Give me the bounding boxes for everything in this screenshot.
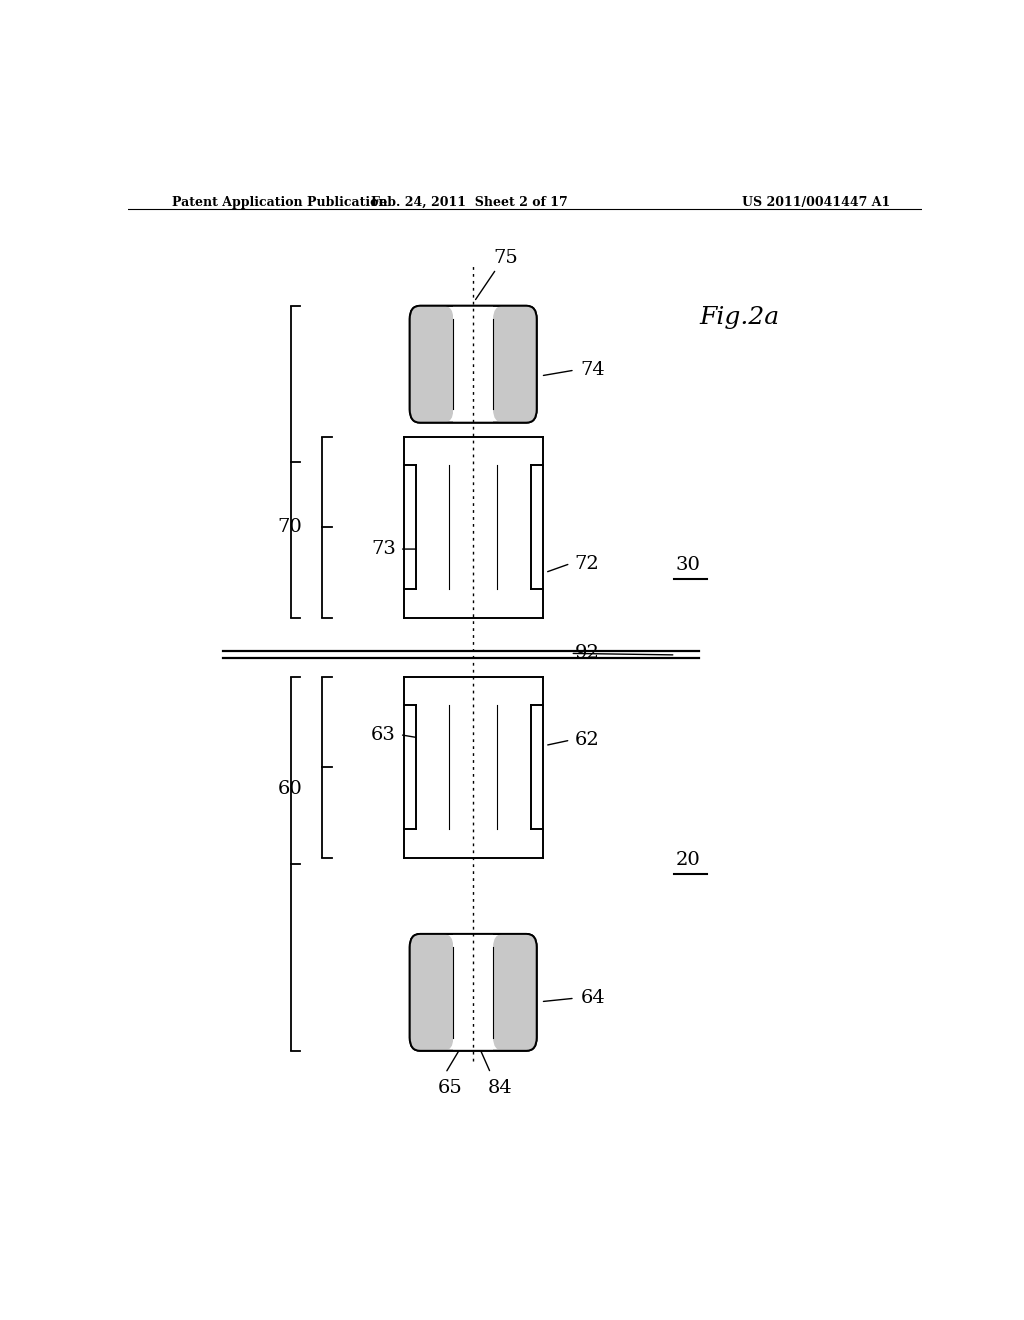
Text: 62: 62 [574, 731, 599, 748]
FancyBboxPatch shape [410, 306, 454, 422]
Bar [498, 705, 530, 829]
Text: 65: 65 [437, 1080, 462, 1097]
Bar [437, 677, 509, 705]
Text: 30: 30 [676, 556, 700, 574]
Bar [416, 466, 449, 589]
Bar [416, 705, 449, 829]
Text: 75: 75 [494, 249, 518, 267]
Bar [437, 829, 509, 858]
Bar [454, 306, 494, 422]
FancyBboxPatch shape [403, 677, 543, 705]
Bar [449, 705, 498, 829]
Text: 70: 70 [278, 519, 303, 536]
FancyBboxPatch shape [410, 935, 537, 1051]
Text: 84: 84 [487, 1080, 512, 1097]
FancyBboxPatch shape [403, 437, 543, 466]
FancyBboxPatch shape [403, 589, 543, 618]
Text: 63: 63 [371, 726, 396, 743]
Bar [437, 437, 509, 466]
FancyBboxPatch shape [494, 306, 537, 422]
Text: 92: 92 [574, 644, 599, 663]
Text: 64: 64 [581, 989, 605, 1007]
Text: 60: 60 [278, 780, 303, 797]
FancyBboxPatch shape [410, 935, 454, 1051]
Text: 73: 73 [371, 540, 396, 558]
Bar [449, 466, 498, 589]
Text: 72: 72 [574, 554, 599, 573]
Text: US 2011/0041447 A1: US 2011/0041447 A1 [741, 195, 890, 209]
FancyBboxPatch shape [403, 829, 543, 858]
Text: Fig.2a: Fig.2a [699, 306, 779, 329]
Text: 82: 82 [481, 832, 506, 850]
Bar [416, 466, 530, 589]
Text: 20: 20 [676, 850, 700, 869]
Bar [437, 589, 509, 618]
FancyBboxPatch shape [494, 935, 537, 1051]
FancyBboxPatch shape [410, 306, 537, 422]
Bar [454, 935, 494, 1051]
Text: Feb. 24, 2011  Sheet 2 of 17: Feb. 24, 2011 Sheet 2 of 17 [371, 195, 567, 209]
Text: Patent Application Publication: Patent Application Publication [172, 195, 387, 209]
Text: 74: 74 [581, 362, 605, 379]
Text: 94: 94 [479, 455, 505, 473]
Bar [416, 705, 530, 829]
Bar [498, 466, 530, 589]
